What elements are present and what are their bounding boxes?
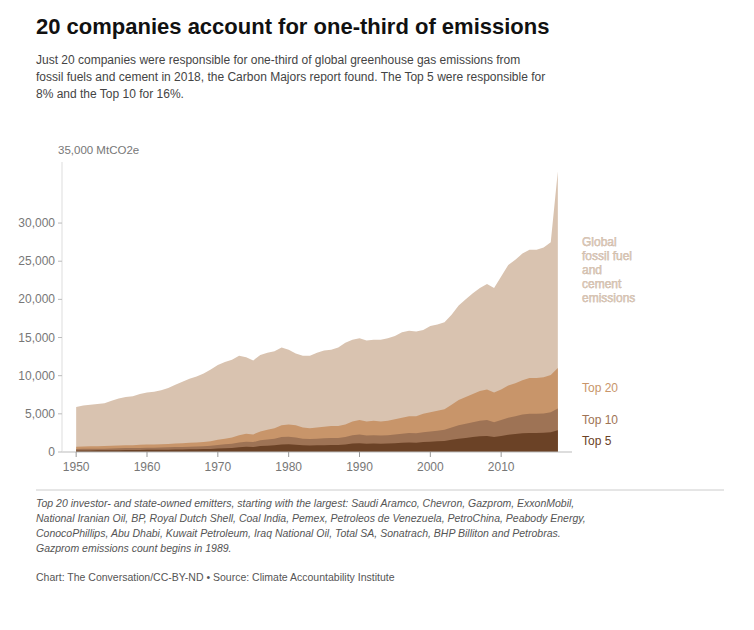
y-tick xyxy=(58,261,62,262)
y-tick xyxy=(58,299,62,300)
y-tick xyxy=(58,337,62,338)
separator xyxy=(36,490,724,491)
footnote: Top 20 investor- and state-owned emitter… xyxy=(36,497,586,554)
title: 20 companies account for one-third of em… xyxy=(36,14,549,39)
series-label: Globalfossil fuelandcementemissions xyxy=(582,235,635,305)
x-tick-label: 1950 xyxy=(63,460,90,474)
series-label: Top 5 xyxy=(582,434,612,448)
series-label: Top 20 xyxy=(582,381,618,395)
x-tick-label: 1960 xyxy=(134,460,161,474)
y-tick-label: 15,000 xyxy=(18,331,55,345)
background xyxy=(0,0,754,630)
area xyxy=(76,171,558,452)
x-tick xyxy=(288,452,289,457)
x-tick-label: 2000 xyxy=(417,460,444,474)
area xyxy=(76,409,558,453)
y-tick-label: 20,000 xyxy=(18,292,55,306)
chart: 20 companies account for one-third of em… xyxy=(0,0,754,630)
y-tick xyxy=(58,413,62,414)
x-tick-label: 2010 xyxy=(488,460,515,474)
y-tick-label: 10,000 xyxy=(18,369,55,383)
y-tick-label: 5,000 xyxy=(25,407,55,421)
series-label: Top 10 xyxy=(582,413,618,427)
y-tick-label: 0 xyxy=(48,445,55,459)
y-tick-label: 30,000 xyxy=(18,216,55,230)
footnote: Chart: The Conversation/CC-BY-ND • Sourc… xyxy=(36,571,395,583)
x-tick xyxy=(501,452,502,457)
x-tick xyxy=(147,452,148,457)
y-tick xyxy=(58,375,62,376)
x-tick xyxy=(359,452,360,457)
x-tick-label: 1990 xyxy=(346,460,373,474)
x-tick-label: 1970 xyxy=(204,460,231,474)
area xyxy=(76,368,558,452)
x-tick-label: 1980 xyxy=(275,460,302,474)
y-tick xyxy=(58,452,62,453)
x-tick xyxy=(430,452,431,457)
x-axis-line xyxy=(62,452,572,453)
area xyxy=(76,430,558,452)
x-tick xyxy=(217,452,218,457)
y-tick-label: 25,000 xyxy=(18,254,55,268)
y-label: 35,000 MtCO2e xyxy=(58,144,139,156)
x-tick xyxy=(76,452,77,457)
y-tick xyxy=(58,223,62,224)
subtitle: Just 20 companies were responsible for o… xyxy=(36,53,545,101)
y-axis-line xyxy=(62,162,63,452)
areas xyxy=(76,171,558,452)
